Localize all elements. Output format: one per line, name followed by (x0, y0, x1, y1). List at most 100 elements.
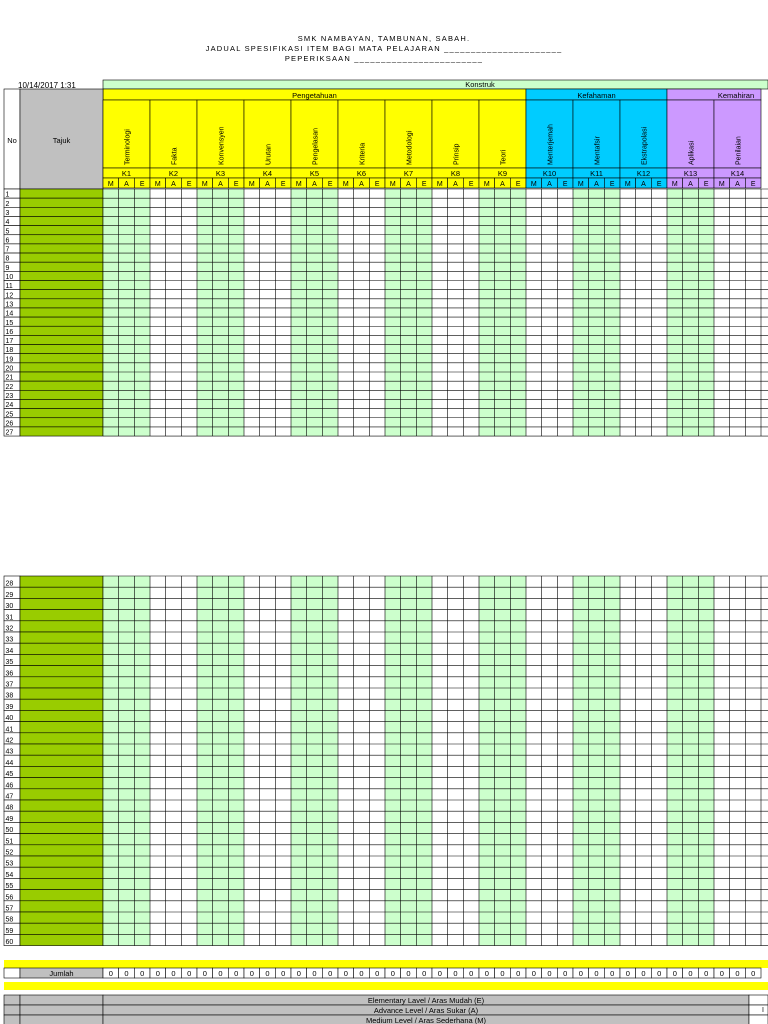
topic-cell (19, 911, 104, 924)
legend-pad-left (3, 1004, 21, 1016)
group-label-kemahiran: Kemahiran (718, 91, 754, 100)
level-label-a: A (265, 181, 270, 188)
level-label-m: M (202, 181, 208, 188)
group-label-pengetahuan: Pengetahuan (292, 91, 337, 100)
level-label-m: M (155, 181, 161, 188)
row-number: 24 (6, 402, 14, 409)
total-value: 0 (626, 969, 630, 978)
level-label-m: M (108, 181, 114, 188)
total-value: 0 (297, 969, 301, 978)
row-number: 38 (6, 693, 14, 700)
topic-cell (19, 243, 104, 254)
total-value: 0 (500, 969, 504, 978)
column-band (667, 576, 714, 946)
topic-cell (19, 353, 104, 364)
topic-cell (19, 289, 104, 300)
row-number: 12 (6, 292, 14, 299)
legend-pad-left (3, 1014, 21, 1024)
topic-cell (19, 620, 104, 633)
column-name-cell-k6 (337, 99, 386, 169)
column-band (197, 576, 244, 946)
row-number: 58 (6, 917, 14, 924)
yellow-band-top (4, 960, 768, 968)
row-number: 48 (6, 805, 14, 812)
total-value: 0 (250, 969, 254, 978)
column-name-k4: Urutan (266, 144, 273, 165)
topic-cell (19, 609, 104, 622)
level-label-e: E (187, 181, 192, 188)
topic-cell (19, 389, 104, 400)
column-name-cell-k12 (619, 99, 668, 169)
topic-cell (19, 335, 104, 345)
topic-cell (19, 799, 104, 812)
topic-cell (19, 900, 104, 913)
topic-cell (19, 866, 104, 879)
topic-cell (19, 654, 104, 666)
construct-header (102, 79, 768, 90)
total-value: 0 (422, 969, 426, 978)
column-band (573, 189, 620, 437)
total-value: 0 (720, 969, 724, 978)
topic-cell (19, 642, 104, 655)
total-value: 0 (594, 969, 598, 978)
column-name-k3: Konvensyen (219, 126, 226, 165)
level-label-a: A (124, 181, 129, 188)
row-number: 51 (6, 838, 14, 845)
topic-cell (19, 934, 104, 946)
total-value: 0 (156, 969, 160, 978)
document-title: JADUAL SPESIFIKASI ITEM BAGI MATA PELAJA… (205, 44, 563, 53)
topic-cell (19, 234, 104, 245)
level-label-a: A (594, 181, 599, 188)
row-number: 17 (6, 338, 14, 345)
total-value: 0 (547, 969, 551, 978)
row-number: 49 (6, 816, 14, 823)
column-code-k9: K9 (498, 169, 507, 178)
column-code-k14: K14 (731, 169, 744, 178)
row-number: 55 (6, 883, 14, 890)
row-number: 5 (6, 228, 10, 235)
level-label-e: E (281, 181, 286, 188)
topic-cell (19, 362, 104, 373)
row-number: 46 (6, 782, 14, 789)
column-name-k10: Menterjemah (548, 124, 555, 165)
legend-right-cell (748, 1004, 768, 1016)
legend-pad (19, 1004, 104, 1016)
level-label-e: E (140, 181, 145, 188)
total-label: Jumlah (49, 969, 73, 978)
total-value: 0 (234, 969, 238, 978)
column-name-cell-k1 (102, 99, 151, 169)
column-band (667, 189, 714, 437)
column-name-k6: Kriteria (360, 143, 367, 165)
column-name-k7: Metodologi (407, 130, 414, 165)
total-value: 0 (438, 969, 442, 978)
topic-cell (19, 325, 104, 336)
topic-cell (19, 788, 104, 801)
column-name-cell-k10 (525, 99, 574, 169)
row-number: 60 (6, 939, 14, 946)
row-number: 3 (6, 210, 10, 217)
topic-cell (19, 261, 104, 272)
topic-cell (19, 252, 104, 263)
legend-text: Advance Level / Aras Sukar (A) (374, 1006, 479, 1015)
row-number: 31 (6, 614, 14, 621)
topic-cell (19, 631, 104, 644)
column-code-k2: K2 (169, 169, 178, 178)
level-label-m: M (484, 181, 490, 188)
column-code-k4: K4 (263, 169, 272, 178)
row-number: 23 (6, 393, 14, 400)
row-number: 2 (6, 201, 10, 208)
column-name-k8: Prinsip (454, 143, 461, 165)
exam-line: PEPERIKSAAN ________________________ (284, 54, 484, 63)
total-value: 0 (688, 969, 692, 978)
level-label-m: M (531, 181, 537, 188)
topic-cell (19, 687, 104, 700)
column-name-k2: Fakta (172, 147, 179, 165)
row-number: 33 (6, 637, 14, 644)
level-label-a: A (218, 181, 223, 188)
row-number: 36 (6, 670, 14, 677)
level-label-e: E (563, 181, 568, 188)
level-label-a: A (547, 181, 552, 188)
level-label-e: E (328, 181, 333, 188)
row-number: 50 (6, 827, 14, 834)
